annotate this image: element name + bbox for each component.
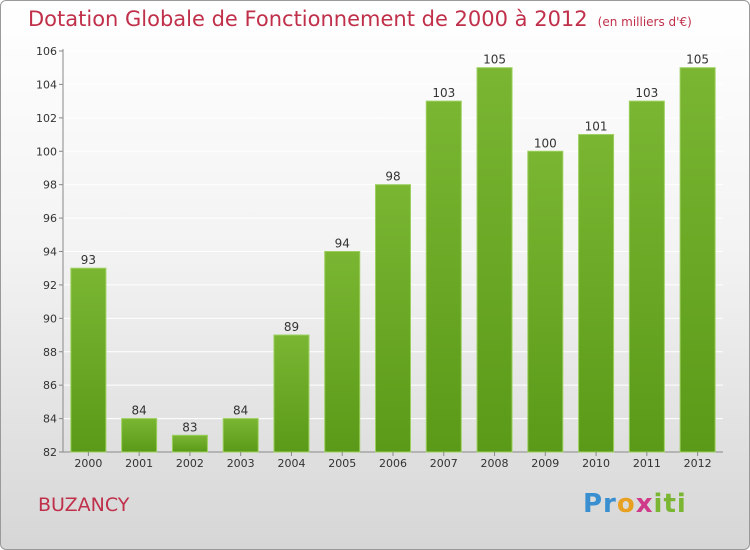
x-tick-label: 2007: [430, 457, 458, 470]
bar: [273, 334, 310, 453]
data-label: 93: [81, 253, 96, 267]
data-label: 105: [483, 53, 506, 67]
data-label: 83: [182, 420, 197, 434]
data-label: 98: [385, 170, 400, 184]
commune-name: BUZANCY: [38, 494, 130, 516]
x-tick-label: 2006: [379, 457, 407, 470]
y-tick-label: 84: [43, 413, 57, 426]
data-label: 101: [585, 120, 608, 134]
x-tick-label: 2003: [227, 457, 255, 470]
bar: [375, 184, 411, 453]
y-tick-label: 92: [43, 279, 57, 292]
bar: [527, 150, 564, 453]
x-tick-label: 2001: [125, 457, 153, 470]
y-tick-label: 106: [36, 45, 57, 58]
bar: [121, 418, 158, 453]
bar: [222, 418, 259, 453]
chart-title: Dotation Globale de Fonctionnement de 20…: [28, 7, 692, 31]
y-tick-label: 96: [43, 212, 57, 225]
x-tick-label: 2012: [684, 457, 712, 470]
x-tick-label: 2000: [74, 457, 102, 470]
bar: [628, 100, 665, 453]
data-label: 84: [132, 404, 147, 418]
y-tick-label: 102: [36, 112, 57, 125]
proxiti-logo: Proxiti: [583, 489, 687, 519]
y-tick-label: 94: [43, 246, 57, 259]
unit-label: (en milliers d'€): [597, 15, 692, 29]
y-tick-label: 88: [43, 346, 57, 359]
y-tick-label: 82: [43, 446, 57, 459]
y-tick-label: 90: [43, 312, 57, 325]
bar: [578, 134, 615, 453]
data-label: 94: [335, 237, 350, 251]
x-tick-label: 2010: [582, 457, 610, 470]
bar: [679, 67, 716, 453]
y-tick-label: 100: [36, 145, 57, 158]
bar: [476, 67, 513, 453]
x-tick-label: 2011: [633, 457, 661, 470]
x-tick-label: 2009: [531, 457, 559, 470]
x-tick-label: 2005: [328, 457, 356, 470]
x-tick-label: 2004: [277, 457, 305, 470]
bar: [70, 267, 107, 453]
y-tick-label: 86: [43, 379, 57, 392]
title-text: Dotation Globale de Fonctionnement de 20…: [28, 7, 588, 31]
bar: [324, 251, 361, 453]
bar: [425, 100, 462, 453]
data-label: 103: [432, 86, 455, 100]
x-tick-label: 2008: [481, 457, 509, 470]
data-label: 89: [284, 320, 299, 334]
y-tick-label: 104: [36, 78, 57, 91]
data-label: 105: [686, 53, 709, 67]
data-label: 100: [534, 136, 557, 150]
data-label: 103: [635, 86, 658, 100]
x-tick-label: 2002: [176, 457, 204, 470]
y-tick-label: 98: [43, 179, 57, 192]
data-label: 84: [233, 404, 248, 418]
bar: [171, 434, 208, 453]
